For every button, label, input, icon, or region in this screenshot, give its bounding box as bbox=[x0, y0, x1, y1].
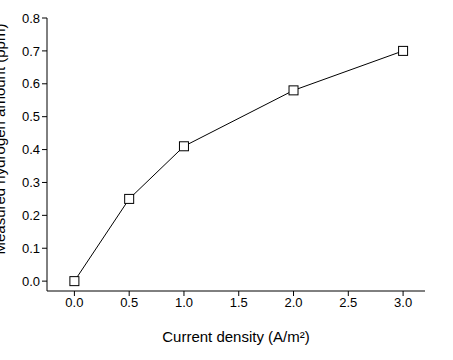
svg-text:0.3: 0.3 bbox=[22, 175, 40, 190]
svg-text:Measured hydrogen amount (ppm): Measured hydrogen amount (ppm) bbox=[8, 24, 9, 255]
svg-text:0.5: 0.5 bbox=[120, 295, 138, 310]
svg-text:1.5: 1.5 bbox=[230, 295, 248, 310]
svg-text:0.2: 0.2 bbox=[22, 208, 40, 223]
svg-text:1.0: 1.0 bbox=[175, 295, 193, 310]
svg-text:0.7: 0.7 bbox=[22, 44, 40, 59]
svg-text:0.1: 0.1 bbox=[22, 241, 40, 256]
svg-text:0.8: 0.8 bbox=[22, 11, 40, 26]
svg-text:2.0: 2.0 bbox=[284, 295, 302, 310]
svg-text:0.4: 0.4 bbox=[22, 142, 40, 157]
svg-text:Current density (A/m²): Current density (A/m²) bbox=[162, 328, 310, 345]
svg-text:2.5: 2.5 bbox=[339, 295, 357, 310]
svg-text:0.0: 0.0 bbox=[22, 274, 40, 289]
svg-text:3.0: 3.0 bbox=[394, 295, 412, 310]
svg-text:0.0: 0.0 bbox=[65, 295, 83, 310]
svg-text:0.6: 0.6 bbox=[22, 76, 40, 91]
svg-text:0.5: 0.5 bbox=[22, 109, 40, 124]
